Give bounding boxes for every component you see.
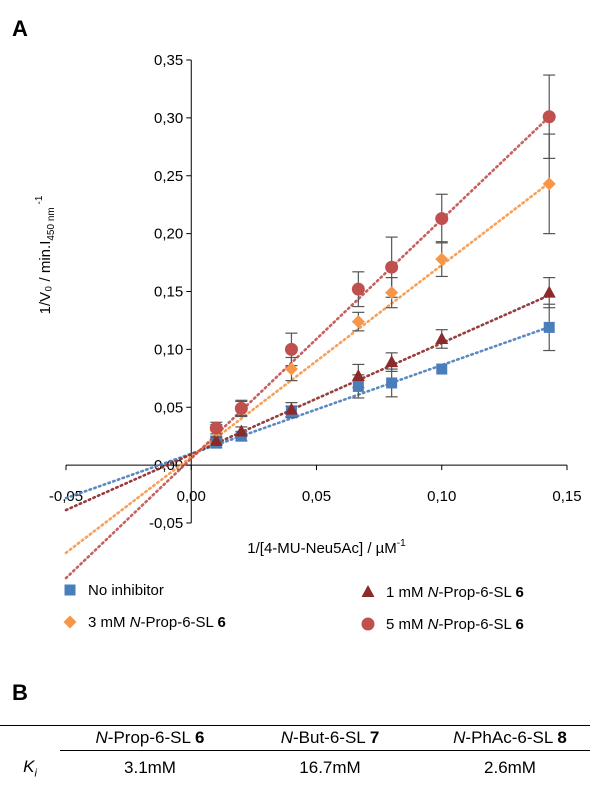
y-tick-label: -0,05 <box>149 515 183 532</box>
x-tick-label: 0,00 <box>177 488 206 505</box>
legend-marker <box>361 585 375 597</box>
data-point <box>436 363 448 375</box>
legend-label: No inhibitor <box>88 582 164 599</box>
data-point <box>234 424 248 437</box>
y-axis-title: 1/V₀ / min.I450 nm -1 <box>34 195 57 314</box>
y-tick-label: 0,35 <box>154 52 183 69</box>
panel-a-label: A <box>12 16 28 41</box>
ki-value: 3.1mM <box>60 749 240 781</box>
data-point <box>543 321 555 333</box>
data-point <box>385 260 399 274</box>
ki-table-value-row: Ki 3.1mM 16.7mM 2.6mM <box>0 749 590 781</box>
data-point <box>542 177 556 191</box>
x-axis-title: 1/[4-MU-Neu5Ac] / µM-1 <box>247 538 406 557</box>
ki-value: 2.6mM <box>420 749 590 781</box>
ki-col-header: N-Prop-6-SL 6 <box>95 728 205 747</box>
ki-col-header: N-But-6-SL 7 <box>280 728 380 747</box>
legend-label: 1 mM N-Prop-6-SL 6 <box>386 584 524 601</box>
data-point <box>542 285 556 298</box>
ki-value: 16.7mM <box>240 749 420 781</box>
panel-b-label: B <box>12 680 28 705</box>
data-point <box>542 110 556 124</box>
ki-table-corner <box>0 726 60 751</box>
fit-line <box>64 325 551 500</box>
fit-line <box>64 293 551 512</box>
data-point <box>284 402 298 415</box>
data-point <box>351 368 365 381</box>
data-point <box>385 355 399 368</box>
x-tick-label: 0,15 <box>552 488 581 505</box>
legend-label: 5 mM N-Prop-6-SL 6 <box>386 616 524 633</box>
y-tick-label: 0,20 <box>154 226 183 243</box>
y-tick-label: 0,15 <box>154 284 183 301</box>
data-point <box>435 252 449 266</box>
ki-col-header: N-PhAc-6-SL 8 <box>453 728 567 747</box>
ki-table-header-row: N-Prop-6-SL 6 N-But-6-SL 7 N-PhAc-6-SL 8 <box>0 725 590 751</box>
data-point <box>385 286 399 300</box>
data-point <box>386 377 398 389</box>
data-point <box>284 362 298 376</box>
ki-row-label: Ki <box>23 756 37 779</box>
data-point <box>351 315 365 329</box>
y-tick-label: 0,25 <box>154 168 183 185</box>
data-point <box>435 212 449 226</box>
kinetics-chart: -0,050,000,050,100,15-0,050,000,050,100,… <box>34 52 582 633</box>
ki-table: N-Prop-6-SL 6 N-But-6-SL 7 N-PhAc-6-SL 8… <box>0 725 590 781</box>
legend-marker <box>64 584 76 596</box>
data-point <box>351 282 365 296</box>
y-tick-label: 0,05 <box>154 399 183 416</box>
y-tick-label: 0,10 <box>154 341 183 358</box>
legend-marker <box>361 617 375 631</box>
legend-label: 3 mM N-Prop-6-SL 6 <box>88 614 226 631</box>
data-point <box>209 433 223 446</box>
x-tick-label: 0,05 <box>302 488 331 505</box>
y-tick-label: 0,30 <box>154 110 183 127</box>
x-tick-label: -0,05 <box>49 488 83 505</box>
data-point <box>234 401 248 415</box>
x-tick-label: 0,10 <box>427 488 456 505</box>
data-point <box>284 342 298 356</box>
fit-line <box>64 115 551 580</box>
fit-line <box>64 181 551 555</box>
data-point <box>352 380 364 392</box>
legend-marker <box>63 615 77 629</box>
data-point <box>209 421 223 435</box>
data-point <box>435 331 449 344</box>
